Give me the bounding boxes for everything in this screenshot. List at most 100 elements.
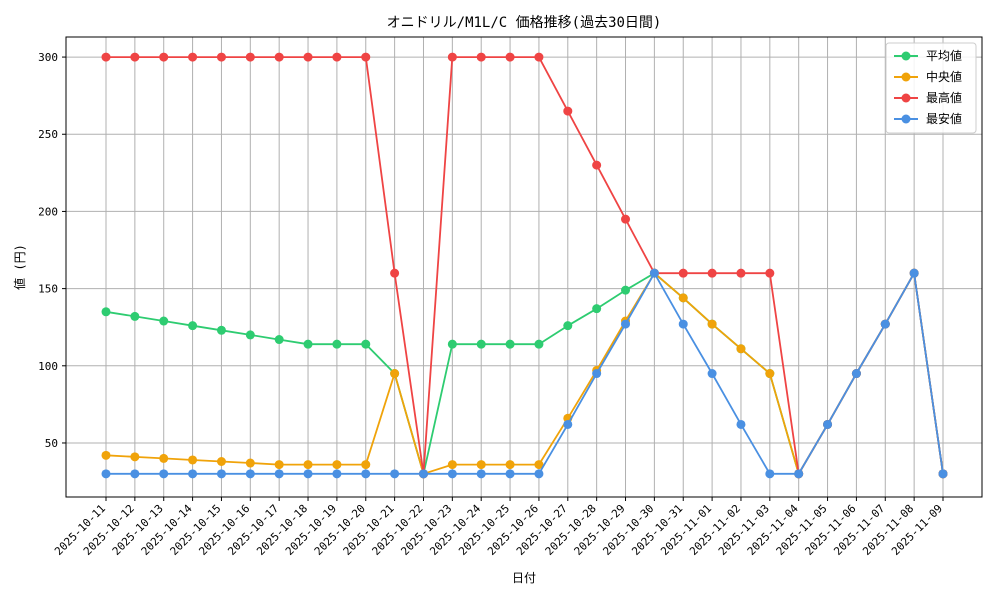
data-point [476,339,486,349]
data-point [159,316,169,326]
data-point [159,469,169,479]
data-point [649,268,659,278]
data-point [188,455,198,465]
data-point [678,268,688,278]
legend-entry: 中央値 [894,69,962,84]
data-point [621,319,631,329]
data-point [274,460,284,470]
y-tick-label: 150 [38,283,58,296]
legend-swatch-marker [901,114,911,124]
data-point [130,52,140,62]
data-point [534,339,544,349]
legend-label: 最高値 [926,90,962,105]
data-point [188,321,198,331]
data-point [332,469,342,479]
data-point [447,339,457,349]
data-point [245,469,255,479]
series-layer [101,52,948,479]
legend-entry: 最安値 [894,111,962,126]
y-tick-label: 50 [45,437,58,450]
legend-label: 中央値 [926,69,962,84]
legend-swatch-marker [901,51,911,61]
data-point [101,307,111,317]
data-point [188,469,198,479]
data-point [447,460,457,470]
series-line [105,272,944,475]
data-point [274,335,284,345]
data-point [216,456,226,466]
legend-entry: 平均値 [894,48,962,63]
x-axis-label: 日付 [512,571,536,585]
data-point [245,330,255,340]
data-point [534,460,544,470]
series-line [106,272,944,475]
data-point [361,52,371,62]
x-axis-ticks: 2025-10-112025-10-122025-10-132025-10-14… [52,497,945,558]
data-point [274,52,284,62]
data-point [245,52,255,62]
data-point [707,268,717,278]
data-point [794,469,804,479]
data-point [707,319,717,329]
data-point [534,52,544,62]
data-point [216,52,226,62]
data-point [505,52,515,62]
data-point [130,452,140,462]
grid-lines [66,37,982,497]
data-point [101,469,111,479]
series-line [106,56,944,475]
data-point [130,311,140,321]
data-point [130,469,140,479]
data-point [909,268,919,278]
data-point [765,469,775,479]
data-point [245,458,255,468]
data-point [505,460,515,470]
legend-entry: 最高値 [894,90,962,105]
data-point [476,469,486,479]
data-point [476,52,486,62]
data-point [101,450,111,460]
data-point [736,268,746,278]
y-tick-label: 200 [38,205,58,218]
legend-label: 平均値 [926,48,962,63]
data-point [274,469,284,479]
data-point [880,319,890,329]
series-2 [101,268,948,479]
series-3 [101,52,948,479]
y-tick-label: 100 [38,360,58,373]
data-point [592,369,602,379]
data-point [592,304,602,314]
data-point [476,460,486,470]
data-point [707,369,717,379]
series-1 [101,268,948,479]
data-point [563,419,573,429]
data-point [534,469,544,479]
chart-title: オニドリル/M1L/C 価格推移(過去30日間) [387,15,662,31]
data-point [563,106,573,116]
data-point [447,469,457,479]
data-point [361,339,371,349]
data-point [303,460,313,470]
data-point [938,469,948,479]
data-point [390,268,400,278]
data-point [621,214,631,224]
data-point [390,469,400,479]
data-point [159,52,169,62]
legend-swatch-marker [901,93,911,103]
data-point [332,52,342,62]
data-point [418,469,428,479]
legend-box [885,42,977,134]
plot-frame [65,36,983,498]
data-point [678,293,688,303]
data-point [361,460,371,470]
series-4 [101,268,948,479]
data-point [303,469,313,479]
data-point [505,339,515,349]
y-axis-ticks: 50 100 150 200 250 300 [38,51,66,450]
legend-label: 最安値 [926,111,962,126]
data-point [216,325,226,335]
data-point [303,52,313,62]
